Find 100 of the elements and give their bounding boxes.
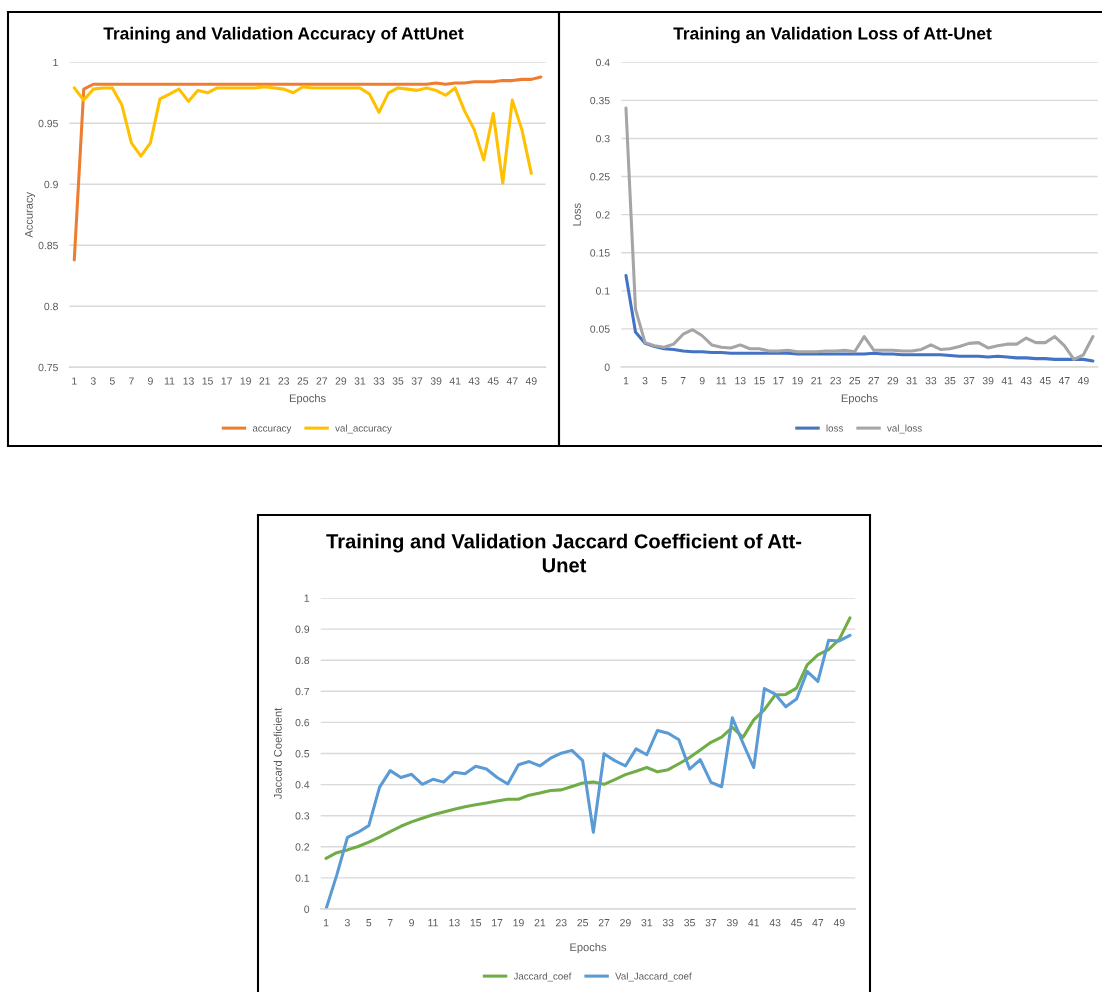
x-tick-label: 13 [449, 919, 460, 927]
x-tick-label: 43 [769, 919, 781, 927]
y-tick-label: 0.75 [38, 363, 58, 372]
x-tick-label: 27 [868, 377, 880, 385]
x-tick-label: 31 [906, 377, 918, 385]
x-tick-label: 27 [316, 377, 328, 385]
x-axis-title: Epochs [841, 394, 878, 405]
x-tick-label: 29 [335, 377, 347, 385]
y-tick-label: 0.1 [295, 874, 310, 882]
x-tick-label: 33 [662, 919, 674, 927]
x-tick-label: 37 [963, 377, 975, 385]
x-tick-label: 15 [470, 919, 482, 927]
x-tick-label: 5 [366, 919, 372, 927]
y-tick-label: 0.2 [295, 843, 310, 851]
y-tick-label: 0.3 [295, 812, 310, 820]
x-tick-label: 37 [705, 919, 717, 927]
x-tick-label: 3 [344, 919, 350, 927]
x-tick-label: 45 [790, 919, 802, 927]
x-tick-label: 31 [641, 919, 653, 927]
x-tick-label: 17 [492, 919, 503, 927]
y-tick-label: 0.8 [44, 302, 58, 311]
x-tick-label: 39 [726, 919, 738, 927]
x-tick-label: 43 [1020, 377, 1032, 385]
y-axis-title: Jaccard Coeficient [273, 707, 282, 800]
x-tick-label: 39 [430, 377, 442, 385]
x-tick-label: 23 [556, 919, 567, 927]
line-series [624, 274, 1095, 363]
y-tick-label: 0.3 [596, 134, 610, 143]
x-tick-label: 15 [202, 377, 213, 385]
x-tick-label: 1 [323, 919, 329, 927]
y-tick-label: 0 [304, 905, 310, 913]
x-tick-label: 47 [506, 377, 518, 385]
line-series [72, 75, 543, 262]
x-tick-label: 7 [680, 377, 686, 385]
y-tick-label: 0.05 [590, 325, 610, 333]
y-tick-label: 0.85 [38, 241, 58, 250]
x-tick-label: 27 [598, 919, 610, 927]
x-tick-label: 7 [129, 377, 134, 385]
y-tick-label: 0.4 [295, 781, 310, 789]
x-tick-label: 39 [982, 377, 994, 385]
legend-label: loss [826, 424, 843, 432]
x-tick-label: 7 [387, 919, 393, 927]
x-tick-label: 49 [833, 919, 845, 927]
y-tick-label: 0.9 [295, 625, 310, 633]
y-tick-label: 0.6 [295, 718, 310, 727]
x-tick-label: 23 [830, 377, 841, 385]
x-tick-label: 49 [1077, 377, 1089, 385]
y-tick-label: 0.4 [596, 58, 610, 67]
x-tick-label: 19 [792, 377, 803, 385]
x-tick-label: 23 [278, 377, 290, 385]
y-tick-label: 0.2 [596, 211, 610, 219]
x-tick-label: 17 [773, 377, 784, 385]
chart-title: Training an Validation Loss of Att-Unet [673, 26, 992, 44]
y-tick-label: 0.8 [295, 656, 310, 665]
x-axis-title: Epochs [289, 394, 326, 405]
x-tick-label: 35 [944, 377, 956, 385]
y-tick-label: 0.1 [596, 287, 610, 295]
x-tick-label: 41 [1001, 377, 1013, 385]
x-tick-label: 9 [699, 377, 705, 385]
y-tick-label: 0.35 [590, 96, 610, 105]
x-tick-label: 21 [259, 377, 270, 385]
x-tick-label: 31 [354, 377, 366, 385]
y-tick-label: 0.25 [590, 173, 610, 181]
line-series [324, 633, 852, 909]
y-tick-label: 0.9 [44, 180, 58, 189]
x-tick-label: 33 [373, 377, 385, 385]
x-tick-label: 33 [925, 377, 937, 385]
x-tick-label: 3 [90, 377, 96, 385]
x-tick-label: 25 [577, 919, 589, 927]
x-tick-label: 47 [1058, 377, 1070, 385]
legend-label: accuracy [252, 426, 292, 434]
x-tick-label: 43 [468, 377, 480, 385]
legend-label: val_accuracy [335, 424, 392, 434]
legend-label: Jaccard_coef [513, 972, 572, 982]
x-tick-label: 9 [409, 919, 414, 927]
y-tick-label: 0.5 [295, 750, 310, 758]
x-tick-label: 11 [716, 377, 727, 385]
line-series [324, 616, 852, 860]
y-tick-label: 1 [304, 594, 310, 602]
x-tick-label: 13 [183, 377, 194, 385]
line-series [624, 106, 1095, 361]
y-axis-title: Loss [573, 203, 581, 226]
y-axis-title: Accuracy [25, 191, 35, 238]
x-tick-label: 13 [735, 377, 746, 385]
y-tick-label: 0 [604, 363, 610, 371]
x-tick-label: 25 [849, 377, 861, 385]
line-series [72, 85, 533, 185]
x-tick-label: 41 [449, 377, 461, 385]
x-tick-label: 19 [513, 919, 524, 927]
x-tick-label: 41 [748, 919, 760, 927]
x-tick-label: 1 [72, 377, 77, 385]
x-axis-title: Epochs [570, 943, 607, 954]
y-tick-label: 0.95 [38, 119, 58, 128]
x-tick-label: 45 [487, 377, 499, 385]
chart-title: Training and Validation Jaccard Coefficient of Att-Unet [326, 533, 802, 573]
chart-title: Training and Validation Accuracy of AttUnet [103, 26, 464, 44]
x-tick-label: 29 [620, 919, 631, 927]
x-tick-label: 25 [297, 377, 309, 385]
legend-label: Val_Jaccard_coef [615, 972, 692, 982]
x-tick-label: 37 [411, 377, 423, 385]
